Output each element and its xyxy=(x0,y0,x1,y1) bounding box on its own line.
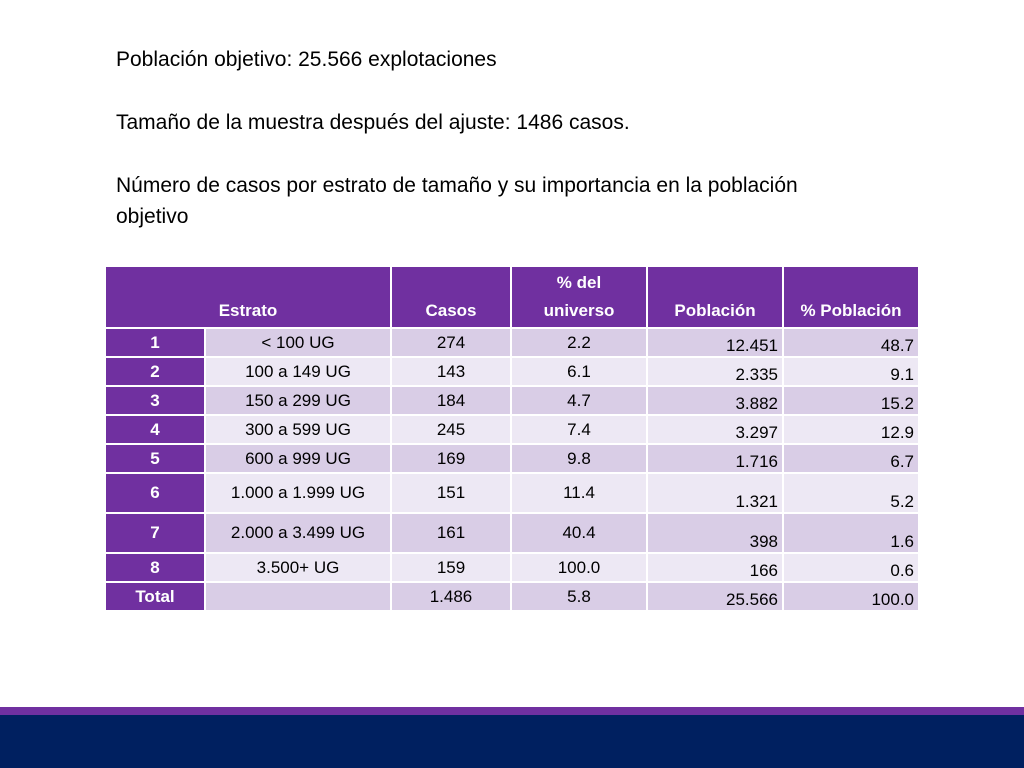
row-number: 7 xyxy=(104,512,206,554)
total-pct-poblacion: 100.0 xyxy=(782,581,920,612)
row-pct-poblacion: 9.1 xyxy=(782,356,920,387)
row-universo: 4.7 xyxy=(510,385,648,416)
row-range: 300 a 599 UG xyxy=(204,414,392,445)
row-universo: 9.8 xyxy=(510,443,648,474)
table-row: 8 3.500+ UG 159 100.0 166 0.6 xyxy=(104,552,920,583)
header-pct-poblacion: % Población xyxy=(782,265,920,329)
row-poblacion: 1.716 xyxy=(646,443,784,474)
row-number: 5 xyxy=(104,443,206,474)
row-casos: 184 xyxy=(390,385,512,416)
table-header-row: Estrato Casos % del universo Población %… xyxy=(104,265,920,329)
row-casos: 245 xyxy=(390,414,512,445)
total-casos: 1.486 xyxy=(390,581,512,612)
row-poblacion: 166 xyxy=(646,552,784,583)
row-poblacion: 12.451 xyxy=(646,327,784,358)
header-estrato: Estrato xyxy=(104,265,392,329)
total-poblacion: 25.566 xyxy=(646,581,784,612)
row-pct-poblacion: 1.6 xyxy=(782,512,920,554)
row-number: 3 xyxy=(104,385,206,416)
total-range xyxy=(204,581,392,612)
table-row: 4 300 a 599 UG 245 7.4 3.297 12.9 xyxy=(104,414,920,445)
total-label: Total xyxy=(104,581,206,612)
row-universo: 2.2 xyxy=(510,327,648,358)
intro-text: Población objetivo: 25.566 explotaciones… xyxy=(116,44,816,232)
row-number: 6 xyxy=(104,472,206,514)
header-universo-line2: universo xyxy=(543,301,615,320)
row-casos: 169 xyxy=(390,443,512,474)
row-number: 1 xyxy=(104,327,206,358)
table-row: 1 < 100 UG 274 2.2 12.451 48.7 xyxy=(104,327,920,358)
row-range: 1.000 a 1.999 UG xyxy=(204,472,392,514)
header-casos: Casos xyxy=(390,265,512,329)
strata-table: Estrato Casos % del universo Población %… xyxy=(104,265,920,612)
row-range: 100 a 149 UG xyxy=(204,356,392,387)
row-poblacion: 3.882 xyxy=(646,385,784,416)
row-number: 4 xyxy=(104,414,206,445)
row-poblacion: 1.321 xyxy=(646,472,784,514)
footer-accent-line xyxy=(0,707,1024,715)
row-casos: 143 xyxy=(390,356,512,387)
row-pct-poblacion: 15.2 xyxy=(782,385,920,416)
row-range: 150 a 299 UG xyxy=(204,385,392,416)
row-poblacion: 2.335 xyxy=(646,356,784,387)
row-casos: 274 xyxy=(390,327,512,358)
row-universo: 100.0 xyxy=(510,552,648,583)
row-range: 3.500+ UG xyxy=(204,552,392,583)
row-range: 2.000 a 3.499 UG xyxy=(204,512,392,554)
header-universo-line1: % del xyxy=(556,273,602,292)
row-number: 8 xyxy=(104,552,206,583)
row-pct-poblacion: 12.9 xyxy=(782,414,920,445)
row-poblacion: 398 xyxy=(646,512,784,554)
row-casos: 151 xyxy=(390,472,512,514)
table-row: 6 1.000 a 1.999 UG 151 11.4 1.321 5.2 xyxy=(104,472,920,514)
table-row: 7 2.000 a 3.499 UG 161 40.4 398 1.6 xyxy=(104,512,920,554)
table-total-row: Total 1.486 5.8 25.566 100.0 xyxy=(104,581,920,612)
sample-size-text: Tamaño de la muestra después del ajuste:… xyxy=(116,111,630,134)
row-universo: 11.4 xyxy=(510,472,648,514)
row-poblacion: 3.297 xyxy=(646,414,784,445)
row-range: 600 a 999 UG xyxy=(204,443,392,474)
row-universo: 7.4 xyxy=(510,414,648,445)
row-universo: 40.4 xyxy=(510,512,648,554)
table-row: 5 600 a 999 UG 169 9.8 1.716 6.7 xyxy=(104,443,920,474)
header-universo: % del universo xyxy=(510,265,648,329)
row-casos: 161 xyxy=(390,512,512,554)
row-pct-poblacion: 6.7 xyxy=(782,443,920,474)
row-pct-poblacion: 48.7 xyxy=(782,327,920,358)
strata-table-container: Estrato Casos % del universo Población %… xyxy=(104,265,920,612)
table-row: 3 150 a 299 UG 184 4.7 3.882 15.2 xyxy=(104,385,920,416)
header-poblacion: Población xyxy=(646,265,784,329)
table-row: 2 100 a 149 UG 143 6.1 2.335 9.1 xyxy=(104,356,920,387)
row-pct-poblacion: 5.2 xyxy=(782,472,920,514)
row-range: < 100 UG xyxy=(204,327,392,358)
row-number: 2 xyxy=(104,356,206,387)
row-universo: 6.1 xyxy=(510,356,648,387)
target-population-text: Población objetivo: 25.566 explotaciones xyxy=(116,48,497,71)
row-casos: 159 xyxy=(390,552,512,583)
total-universo: 5.8 xyxy=(510,581,648,612)
footer-bar xyxy=(0,707,1024,768)
cases-description-text: Número de casos por estrato de tamaño y … xyxy=(116,174,798,228)
row-pct-poblacion: 0.6 xyxy=(782,552,920,583)
